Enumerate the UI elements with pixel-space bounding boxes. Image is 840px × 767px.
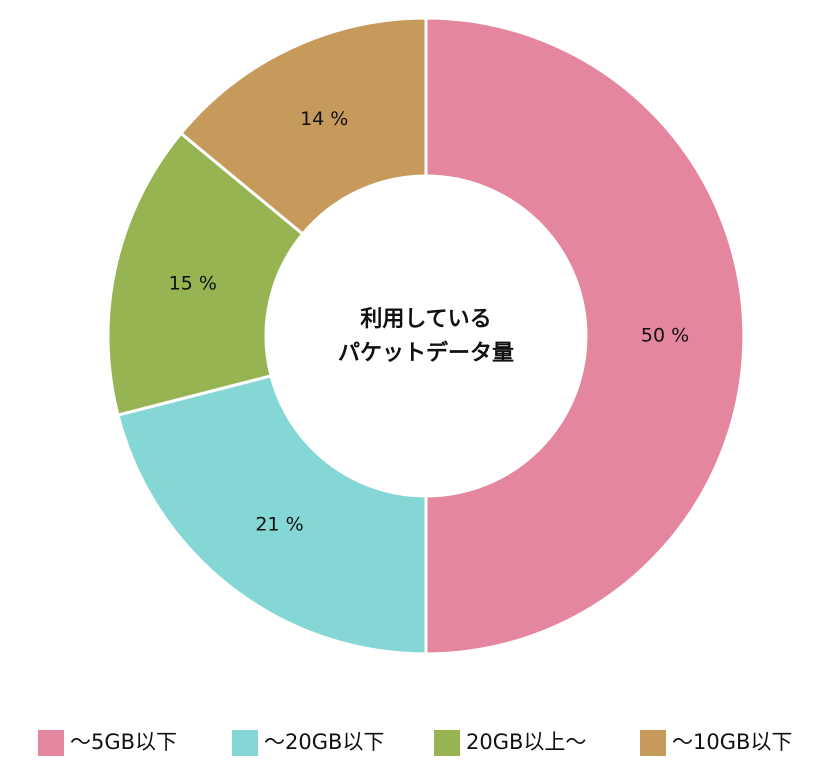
legend-label: 〜5GB以下 [70,730,177,754]
center-label: パケットデータ量 [338,340,514,366]
value-label: 50 % [641,325,689,347]
value-label: 14 % [300,108,348,130]
legend-swatch [38,730,64,756]
legend-swatch [434,730,460,756]
value-label: 21 % [255,513,303,535]
legend-label: 〜10GB以下 [672,730,792,754]
legend-label: 〜20GB以下 [264,730,384,754]
legend-swatch [640,730,666,756]
slice [116,373,428,656]
slice [178,16,428,237]
legend-swatch [232,730,258,756]
slice [106,131,305,417]
slice [424,16,746,656]
center-label: 利用している [360,307,491,332]
legend-label: 20GB以上〜 [466,730,586,754]
value-label: 15 % [169,272,217,294]
